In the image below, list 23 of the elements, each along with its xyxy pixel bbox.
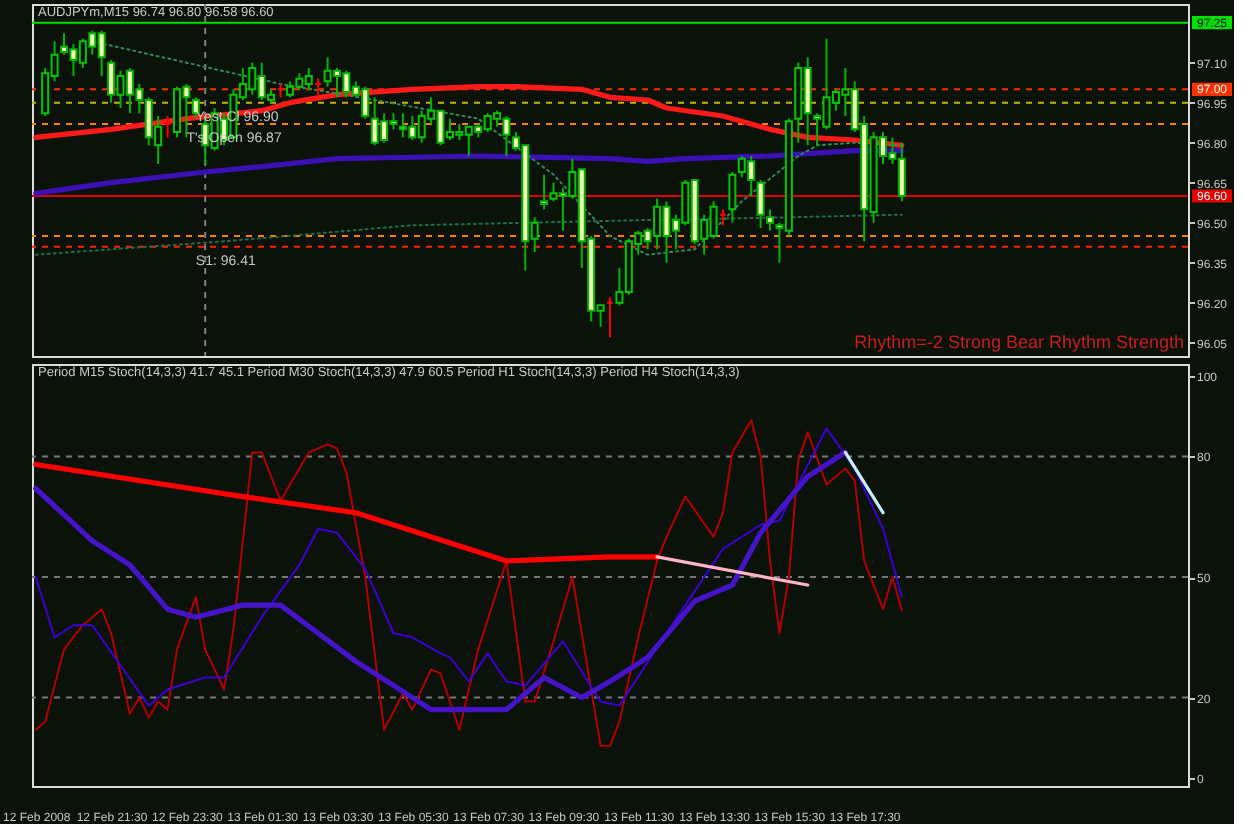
candlestick — [107, 59, 116, 104]
line-series — [34, 213, 903, 256]
candlestick — [191, 96, 200, 120]
candlestick — [813, 112, 822, 147]
candlestick — [182, 83, 191, 139]
candlestick — [540, 173, 549, 211]
candlestick — [436, 109, 445, 147]
candlestick — [502, 115, 511, 157]
candlestick — [803, 56, 812, 147]
line-series — [33, 148, 905, 196]
annotation: Rhythm=-2 Strong Bear Rhythm Strength — [854, 332, 1184, 352]
line-series — [33, 449, 848, 713]
candlestick — [728, 171, 737, 224]
candlestick — [775, 221, 784, 264]
candlestick — [643, 227, 652, 251]
candlestick — [257, 61, 266, 101]
candlestick — [558, 187, 567, 232]
candlestick — [766, 208, 775, 232]
candlestick — [60, 32, 69, 56]
candlestick — [756, 179, 765, 229]
candlestick — [747, 155, 756, 197]
line-series — [33, 84, 905, 148]
line-series — [33, 461, 660, 564]
